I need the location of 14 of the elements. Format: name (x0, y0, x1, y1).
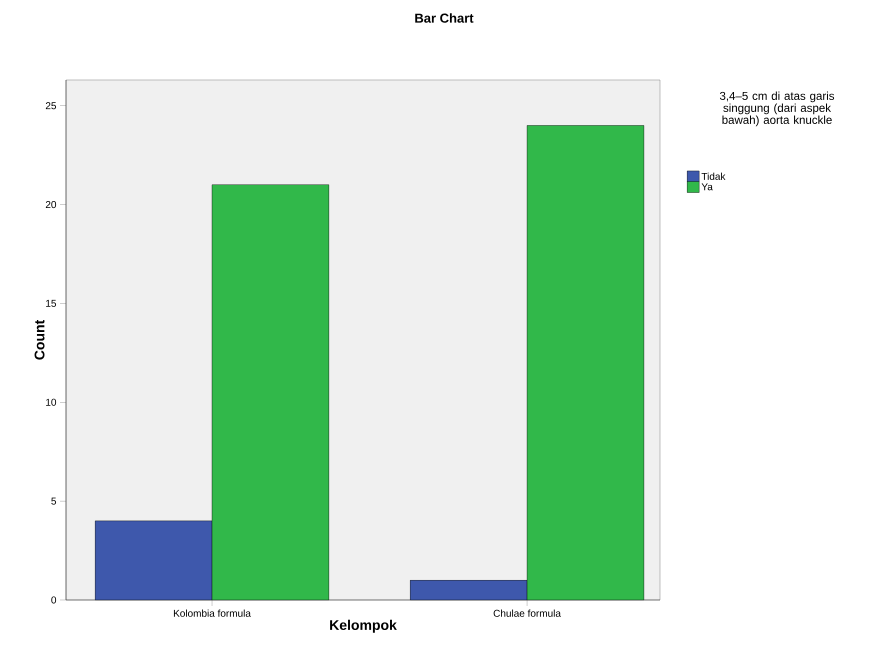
x-tick-label: Kolombia formula (174, 610, 251, 617)
legend-label: Ya (702, 183, 713, 190)
chart-title: Bar Chart (415, 13, 474, 23)
y-axis-title: Count (34, 320, 44, 360)
x-tick-label: Chulae formula (494, 610, 561, 617)
legend-title: 3,4–5 cm di atas garis singgung (dari aspek bawah) aorta knuckle (720, 92, 834, 126)
y-tick-label: 10 (46, 398, 56, 406)
y-tick-label: 20 (46, 201, 56, 208)
y-tick-label: 15 (46, 300, 56, 307)
x-axis-title: Kelompok (330, 620, 397, 633)
legend-label: Tidak (702, 172, 726, 180)
y-tick-label: 5 (51, 498, 56, 505)
y-tick-label: 25 (46, 102, 56, 110)
y-tick-label: 0 (51, 596, 56, 604)
